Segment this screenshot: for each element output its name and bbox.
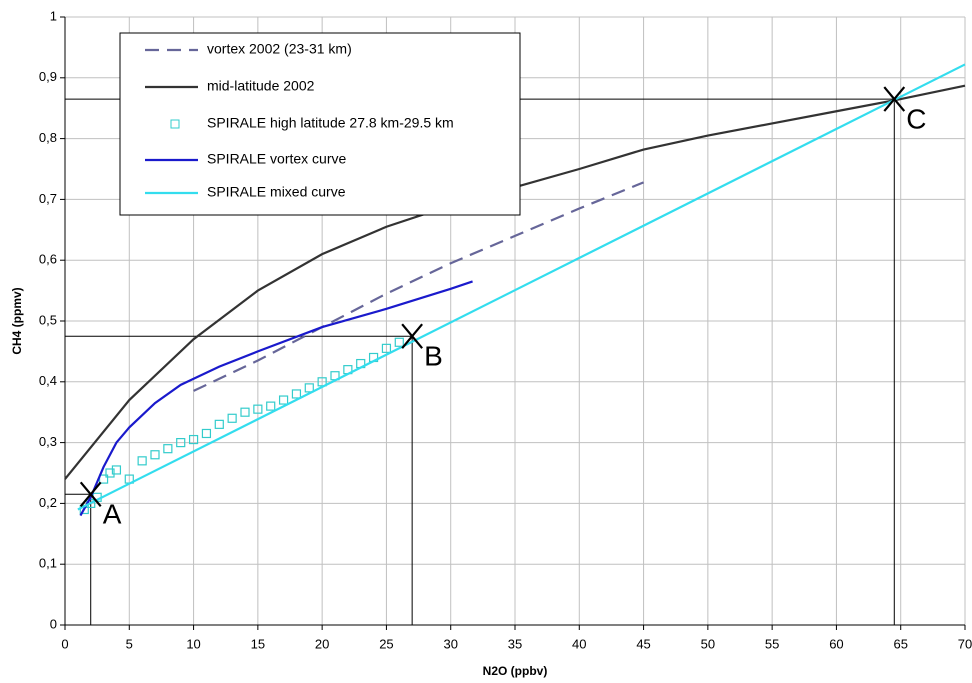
annotation-marker <box>79 481 102 507</box>
x-tick-label: 70 <box>958 636 972 651</box>
x-tick-label: 60 <box>829 636 843 651</box>
scatter-point <box>188 434 199 445</box>
scatter-point <box>394 337 404 347</box>
scatter-point <box>201 428 212 439</box>
legend-box <box>119 32 521 216</box>
x-axis-title: N2O (ppbv) <box>483 664 548 678</box>
y-tick-label: 0,2 <box>39 495 57 510</box>
scatter-point <box>304 383 314 393</box>
y-tick-label: 0,3 <box>39 434 57 449</box>
legend-swatch <box>170 119 180 129</box>
x-tick-label: 25 <box>379 636 393 651</box>
x-tick-label: 10 <box>186 636 200 651</box>
annotation-marker <box>401 323 423 349</box>
x-tick-label: 20 <box>315 636 329 651</box>
x-tick-label: 45 <box>636 636 650 651</box>
x-tick-label: 40 <box>572 636 586 651</box>
series-line <box>79 280 473 517</box>
x-tick-label: 30 <box>443 636 457 651</box>
y-tick-label: 0,7 <box>39 191 57 206</box>
scatter-point <box>381 343 392 353</box>
x-tick-label: 65 <box>893 636 907 651</box>
legend-label: vortex 2002 (23-31 km) <box>207 41 352 57</box>
scatter-point <box>266 401 276 411</box>
y-axis-title: CH4 (ppmv) <box>10 287 24 354</box>
series-line <box>193 181 644 392</box>
x-tick-label: 0 <box>61 636 68 651</box>
y-tick-label: 0,1 <box>39 556 57 571</box>
x-tick-label: 15 <box>251 636 265 651</box>
scatter-point <box>227 413 237 423</box>
y-tick-label: 0 <box>50 616 57 631</box>
series-line <box>77 63 966 511</box>
x-tick-label: 55 <box>765 636 779 651</box>
scatter-point <box>150 450 160 460</box>
x-tick-label: 5 <box>126 636 133 651</box>
annotation-label: C <box>906 103 926 134</box>
annotation-label: A <box>103 499 122 530</box>
legend-label: SPIRALE vortex curve <box>207 151 346 167</box>
y-tick-label: 0,5 <box>39 312 57 327</box>
annotation-marker <box>883 86 906 112</box>
y-tick-label: 1 <box>50 8 57 23</box>
y-tick-label: 0,6 <box>39 252 57 267</box>
annotation-label: B <box>424 341 443 372</box>
y-tick-label: 0,4 <box>39 373 57 388</box>
scatter-point <box>163 444 173 454</box>
scatter-point <box>214 419 224 429</box>
y-tick-label: 0,8 <box>39 130 57 145</box>
scatter-point <box>240 407 250 417</box>
x-tick-label: 50 <box>701 636 715 651</box>
scatter-point <box>111 465 122 475</box>
y-tick-label: 0,9 <box>39 69 57 84</box>
scatter-point <box>176 438 186 448</box>
scatter-point <box>253 404 263 414</box>
scatter-point <box>278 395 289 405</box>
x-tick-label: 35 <box>508 636 522 651</box>
legend-label: SPIRALE mixed curve <box>207 184 346 200</box>
scatter-point <box>105 468 115 478</box>
legend-label: SPIRALE high latitude 27.8 km-29.5 km <box>207 115 454 131</box>
legend-label: mid-latitude 2002 <box>207 78 315 94</box>
scatter-point <box>137 456 147 466</box>
scatter-point <box>291 389 302 399</box>
